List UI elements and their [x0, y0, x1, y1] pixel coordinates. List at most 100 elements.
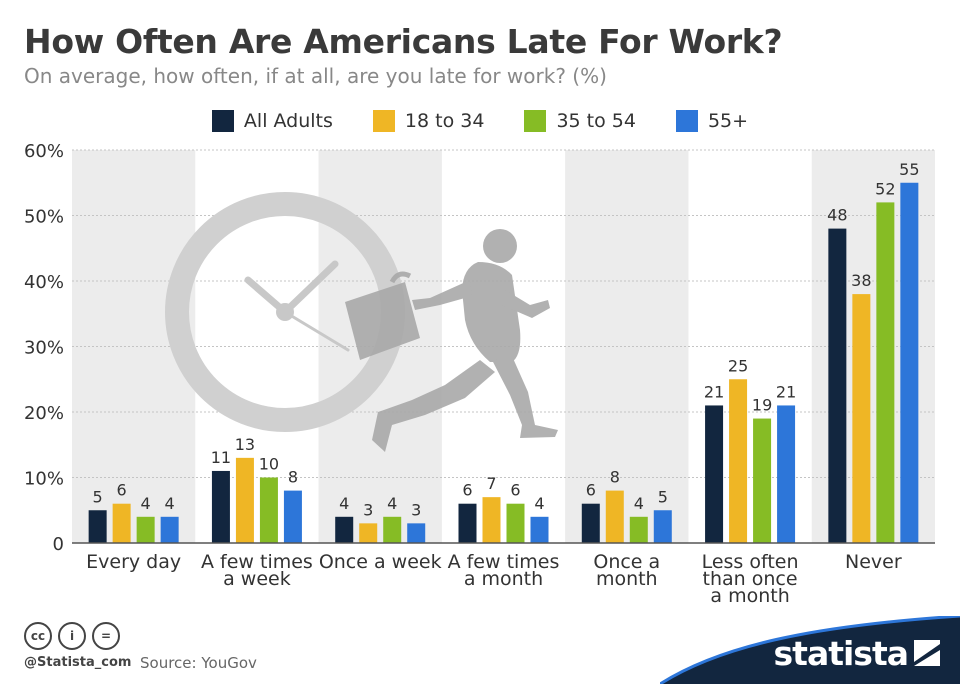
bar-value-label: 38 — [851, 271, 871, 290]
clock-center — [276, 303, 294, 321]
bar — [88, 510, 107, 543]
legend-item-1: 18 to 34 — [372, 110, 485, 132]
nd-icon[interactable]: = — [92, 622, 120, 650]
y-tick-label: 0 — [53, 534, 64, 555]
source-note: Source: YouGov — [140, 654, 257, 672]
bar-value-label: 10 — [259, 455, 279, 474]
x-tick-label: A few times a month — [448, 551, 560, 590]
legend: All Adults 18 to 34 35 to 54 55+ — [0, 110, 960, 132]
y-axis-labels: 0 10% 20% 30% 40% 50% 60% — [24, 141, 64, 555]
y-tick-label: 60% — [24, 141, 64, 162]
statista-handle[interactable]: @Statista_com — [24, 655, 132, 670]
bar — [506, 503, 525, 543]
bar-value-label: 8 — [610, 468, 620, 487]
y-tick-label: 10% — [24, 469, 64, 490]
bar-value-label: 25 — [728, 356, 748, 375]
bar — [283, 490, 302, 543]
bar — [359, 523, 378, 543]
bar-value-label: 21 — [704, 382, 724, 401]
bar — [605, 490, 624, 543]
y-tick-label: 20% — [24, 403, 64, 424]
bar-value-label: 52 — [875, 179, 895, 198]
legend-swatch — [675, 110, 698, 132]
x-tick-label: Less often than once a month — [702, 551, 799, 607]
bar-value-label: 3 — [363, 500, 373, 519]
bar-value-label: 6 — [117, 481, 127, 500]
legend-label: All Adults — [243, 110, 333, 132]
bar — [900, 182, 919, 543]
bar-value-label: 11 — [211, 448, 231, 467]
bar — [777, 405, 796, 543]
statista-logo-icon — [914, 640, 940, 666]
bar — [653, 510, 672, 543]
bar — [629, 516, 648, 543]
brand-band — [660, 616, 960, 684]
bar-value-label: 5 — [93, 487, 103, 506]
x-tick-label: Every day — [86, 551, 181, 573]
bar — [581, 503, 600, 543]
statista-logo[interactable]: statista — [773, 634, 909, 673]
bar — [112, 503, 131, 543]
bar — [335, 516, 354, 543]
x-axis-labels: Every day A few times a week Once a week A f… — [86, 551, 902, 607]
bar-value-label: 4 — [634, 494, 644, 513]
bar-value-label: 55 — [899, 160, 919, 179]
legend-label: 55+ — [707, 110, 749, 132]
chart-subtitle: On average, how often, if at all, are yo… — [24, 64, 607, 88]
bar-value-label: 4 — [165, 494, 175, 513]
bar — [259, 477, 278, 543]
y-tick-label: 30% — [24, 338, 64, 359]
x-tick-label: A few times a week — [201, 551, 313, 590]
chart-title: How Often Are Americans Late For Work? — [24, 22, 783, 61]
bar-value-label: 13 — [235, 435, 255, 454]
bar-value-label: 8 — [288, 468, 298, 487]
bar — [211, 470, 230, 543]
bar-value-label: 4 — [534, 494, 544, 513]
cc-icon[interactable]: cc — [24, 622, 52, 650]
legend-label: 18 to 34 — [404, 110, 485, 132]
bar-value-label: 6 — [586, 481, 596, 500]
bar — [407, 523, 426, 543]
bar — [530, 516, 549, 543]
running-man-icon — [345, 229, 558, 452]
clock-runner-illustration — [165, 192, 558, 452]
bar-value-label: 48 — [827, 206, 847, 225]
bar — [705, 405, 724, 543]
legend-item-0: All Adults — [211, 110, 333, 132]
legend-item-2: 35 to 54 — [524, 110, 636, 132]
bar-value-label: 4 — [339, 494, 349, 513]
bar — [383, 516, 402, 543]
bar — [876, 202, 895, 543]
bar — [160, 516, 179, 543]
license-icons: cc i = — [24, 622, 120, 650]
y-tick-label: 40% — [24, 272, 64, 293]
bar-value-label: 21 — [776, 382, 796, 401]
bar — [729, 379, 748, 543]
legend-item-3: 55+ — [675, 110, 749, 132]
bar-value-label: 4 — [141, 494, 151, 513]
x-tick-label: Once a month — [593, 551, 660, 590]
x-tick-label: Once a week — [319, 551, 442, 573]
legend-label: 35 to 54 — [556, 110, 636, 132]
bar — [852, 294, 871, 543]
bar-value-label: 7 — [486, 474, 496, 493]
bar — [828, 228, 847, 543]
bar — [753, 418, 772, 543]
y-tick-label: 50% — [24, 207, 64, 228]
bar-value-label: 3 — [411, 500, 421, 519]
bar-value-label: 6 — [462, 481, 472, 500]
bar — [482, 497, 501, 543]
x-tick-label: Never — [845, 551, 902, 573]
legend-swatch — [524, 110, 547, 132]
bars — [88, 182, 919, 543]
clock-hand-second — [283, 310, 350, 352]
bar — [458, 503, 477, 543]
bar — [235, 457, 254, 543]
bar — [136, 516, 155, 543]
clock-hand-minute — [281, 260, 339, 316]
legend-swatch — [372, 110, 395, 132]
bar-value-label: 5 — [658, 487, 668, 506]
by-icon[interactable]: i — [58, 622, 86, 650]
legend-swatch — [211, 110, 234, 132]
